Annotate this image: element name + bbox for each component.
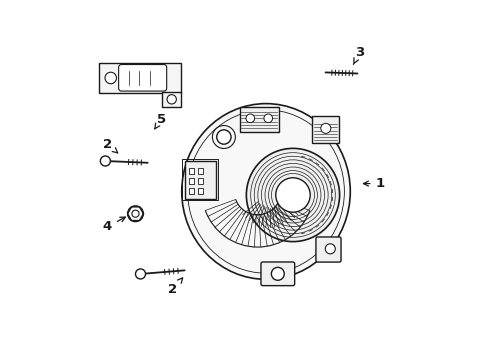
FancyBboxPatch shape — [188, 168, 194, 174]
FancyBboxPatch shape — [315, 237, 340, 262]
Circle shape — [320, 123, 330, 134]
Text: 4: 4 — [102, 217, 125, 233]
FancyBboxPatch shape — [197, 168, 203, 174]
Circle shape — [245, 114, 254, 123]
Circle shape — [264, 114, 272, 123]
FancyBboxPatch shape — [312, 116, 339, 143]
FancyBboxPatch shape — [239, 107, 279, 132]
Text: 1: 1 — [363, 177, 384, 190]
Ellipse shape — [182, 104, 349, 279]
Text: 3: 3 — [353, 46, 363, 64]
Circle shape — [325, 244, 335, 254]
Circle shape — [100, 156, 110, 166]
FancyBboxPatch shape — [197, 189, 203, 194]
Circle shape — [105, 72, 116, 84]
Circle shape — [271, 267, 284, 280]
Circle shape — [135, 269, 145, 279]
FancyBboxPatch shape — [119, 64, 166, 91]
FancyBboxPatch shape — [188, 179, 194, 184]
Circle shape — [246, 148, 339, 242]
FancyBboxPatch shape — [261, 262, 294, 285]
Circle shape — [167, 95, 176, 104]
FancyBboxPatch shape — [162, 92, 181, 107]
Circle shape — [216, 130, 230, 144]
Text: 2: 2 — [168, 278, 182, 296]
Text: 5: 5 — [155, 113, 165, 129]
FancyBboxPatch shape — [99, 63, 181, 93]
Circle shape — [127, 206, 143, 222]
FancyBboxPatch shape — [197, 179, 203, 184]
FancyBboxPatch shape — [185, 161, 215, 198]
FancyBboxPatch shape — [188, 189, 194, 194]
Text: 2: 2 — [103, 138, 118, 153]
Circle shape — [275, 178, 309, 212]
